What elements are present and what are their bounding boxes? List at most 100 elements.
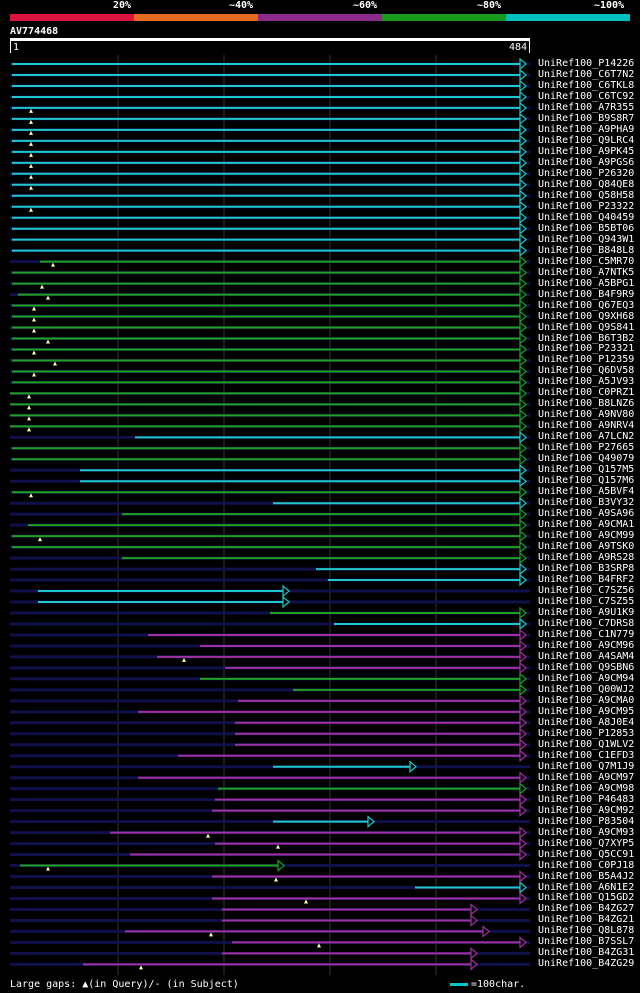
hit-label[interactable]: UniRef100_A5BVF4 xyxy=(538,486,635,498)
legend-label-20: 20% xyxy=(113,0,132,11)
hit-label[interactable]: UniRef100_A9CMA0 xyxy=(538,694,635,706)
hit-label[interactable]: UniRef100_C7SZ56 xyxy=(538,585,635,597)
hit-label[interactable]: UniRef100_A9CM99 xyxy=(538,530,635,542)
hit-label[interactable]: UniRef100_C1N779 xyxy=(538,628,635,640)
hit-label[interactable]: UniRef100_A9CM95 xyxy=(538,705,635,717)
hit-label[interactable]: UniRef100_A9CM93 xyxy=(538,826,635,838)
hit-label[interactable]: UniRef100_Q1WLV2 xyxy=(538,738,635,750)
hit-label[interactable]: UniRef100_P23322 xyxy=(538,200,635,212)
hit-label[interactable]: UniRef100_A8J0E4 xyxy=(538,716,635,728)
hit-label[interactable]: UniRef100_P27665 xyxy=(538,442,635,454)
hit-label[interactable]: UniRef100_C5MR70 xyxy=(538,255,635,267)
hit-arrow xyxy=(519,540,527,554)
hit-label[interactable]: UniRef100_A9SA96 xyxy=(538,508,635,520)
hit-label[interactable]: UniRef100_P83504 xyxy=(538,815,635,827)
hit-label[interactable]: UniRef100_Q5CC91 xyxy=(538,848,635,860)
hit-label[interactable]: UniRef100_Q7M1J9 xyxy=(538,760,635,772)
hit-label[interactable]: UniRef100_B848L8 xyxy=(538,244,635,256)
hit-arrow xyxy=(519,90,527,104)
hit-label[interactable]: UniRef100_P26320 xyxy=(538,167,635,179)
hit-label[interactable]: UniRef100_B3SRP8 xyxy=(538,563,635,575)
hit-label[interactable]: UniRef100_C1EFD3 xyxy=(538,749,635,761)
hit-label[interactable]: UniRef100_Q15GD2 xyxy=(538,892,635,904)
hit-label[interactable]: UniRef100_Q9XH68 xyxy=(538,310,635,322)
hit-label[interactable]: UniRef100_A9PHA9 xyxy=(538,123,635,135)
hit-label[interactable]: UniRef100_P12359 xyxy=(538,354,635,366)
hit-label[interactable]: UniRef100_C6TKL8 xyxy=(538,79,635,91)
hit-arrow xyxy=(519,167,527,181)
hit-label[interactable]: UniRef100_P46483 xyxy=(538,793,635,805)
hit-label[interactable]: UniRef100_C6T7N2 xyxy=(538,68,635,80)
hit-label[interactable]: UniRef100_A5JV93 xyxy=(538,376,635,388)
hit-label[interactable]: UniRef100_Q9S841 xyxy=(538,321,635,333)
query-gap-marker xyxy=(206,833,210,838)
hit-label[interactable]: UniRef100_A9PK45 xyxy=(538,145,635,157)
hit-label[interactable]: UniRef100_A9CM97 xyxy=(538,771,635,783)
hit-label[interactable]: UniRef100_B5BT06 xyxy=(538,222,635,234)
hit-label[interactable]: UniRef100_Q6DV58 xyxy=(538,365,635,377)
hit-label[interactable]: UniRef100_Q8L878 xyxy=(538,925,635,937)
hit-label[interactable]: UniRef100_A9CM98 xyxy=(538,782,635,794)
hit-label[interactable]: UniRef100_A9CMA1 xyxy=(538,519,635,531)
hit-label[interactable]: UniRef100_A5BPG1 xyxy=(538,277,635,289)
hit-arrow xyxy=(519,463,527,477)
query-gap-marker xyxy=(304,899,308,904)
hit-label[interactable]: UniRef100_B7SSL7 xyxy=(538,936,635,948)
hit-list: UniRef100_P14226 UniRef100_C6T7N2 UniRef10… xyxy=(0,55,640,975)
hit-label[interactable]: UniRef100_A6N1E2 xyxy=(538,881,635,893)
hit-label[interactable]: UniRef100_Q9SBN6 xyxy=(538,661,635,673)
hit-label[interactable]: UniRef100_Q157M6 xyxy=(538,475,635,487)
hit-arrow xyxy=(519,200,527,214)
hit-label[interactable]: UniRef100_Q84QE8 xyxy=(538,178,635,190)
hit-label[interactable]: UniRef100_B4ZG31 xyxy=(538,947,635,959)
hit-label[interactable]: UniRef100_A9CM96 xyxy=(538,639,635,651)
hit-label[interactable]: UniRef100_P14226 xyxy=(538,58,635,69)
hit-label[interactable]: UniRef100_A9CM94 xyxy=(538,672,635,684)
hit-label[interactable]: UniRef100_B5A4J2 xyxy=(538,870,635,882)
hit-label[interactable]: UniRef100_B4ZG27 xyxy=(538,903,635,915)
hit-arrow xyxy=(519,606,527,620)
hit-label[interactable]: UniRef100_A9NV80 xyxy=(538,409,635,421)
hit-label[interactable]: UniRef100_A4SAM4 xyxy=(538,650,635,662)
hit-label[interactable]: UniRef100_A9CM92 xyxy=(538,804,635,816)
hit-label[interactable]: UniRef100_B9S8R7 xyxy=(538,112,635,124)
hit-arrow xyxy=(519,244,527,257)
hit-label[interactable]: UniRef100_Q7XYP5 xyxy=(538,837,635,849)
hit-label[interactable]: UniRef100_B4F9R9 xyxy=(538,288,635,300)
hit-label[interactable]: UniRef100_B4FRF2 xyxy=(538,574,635,586)
legend-label-100: ~100% xyxy=(594,0,625,11)
hit-label[interactable]: UniRef100_A9TSK0 xyxy=(538,541,635,553)
hit-label[interactable]: UniRef100_C7DRS8 xyxy=(538,617,635,629)
hit-label[interactable]: UniRef100_B6T3B2 xyxy=(538,332,635,344)
hit-label[interactable]: UniRef100_C0PRZ1 xyxy=(538,387,635,399)
query-gap-marker xyxy=(29,163,33,168)
hit-label[interactable]: UniRef100_B4ZG21 xyxy=(538,914,635,926)
hit-label[interactable]: UniRef100_Q67EQ3 xyxy=(538,299,635,311)
hit-label[interactable]: UniRef100_A7NTK5 xyxy=(538,266,635,278)
hit-label[interactable]: UniRef100_C0PJ18 xyxy=(538,859,635,871)
hit-label[interactable]: UniRef100_Q157M5 xyxy=(538,464,635,476)
hit-label[interactable]: UniRef100_C7SZ55 xyxy=(538,596,635,608)
hit-label[interactable]: UniRef100_Q9LRC4 xyxy=(538,134,635,146)
hit-label[interactable]: UniRef100_P12853 xyxy=(538,727,635,739)
hit-label[interactable]: UniRef100_A9PGS6 xyxy=(538,156,635,168)
hit-label[interactable]: UniRef100_Q58H58 xyxy=(538,189,635,201)
hit-label[interactable]: UniRef100_C6TC92 xyxy=(538,90,635,102)
hit-label[interactable]: UniRef100_Q40459 xyxy=(538,211,635,223)
hit-label[interactable]: UniRef100_Q49079 xyxy=(538,453,635,465)
hit-label[interactable]: UniRef100_A9U1K9 xyxy=(538,607,635,618)
ruler-tick-end xyxy=(529,41,530,53)
hit-label[interactable]: UniRef100_Q943W1 xyxy=(538,233,635,245)
hit-label[interactable]: UniRef100_B8LNZ6 xyxy=(538,398,635,410)
scale-legend: =100char. xyxy=(450,979,525,990)
query-gap-marker xyxy=(29,174,33,179)
query-gap-marker xyxy=(51,262,55,267)
hit-label[interactable]: UniRef100_P23321 xyxy=(538,343,635,355)
hit-label[interactable]: UniRef100_B4ZG29 xyxy=(538,958,635,970)
hit-label[interactable]: UniRef100_Q00WJ2 xyxy=(538,683,635,695)
hit-label[interactable]: UniRef100_A7LCN2 xyxy=(538,431,635,443)
hit-label[interactable]: UniRef100_A9RS28 xyxy=(538,552,635,564)
hit-label[interactable]: UniRef100_B3VY32 xyxy=(538,497,635,509)
hit-label[interactable]: UniRef100_A7R355 xyxy=(538,101,635,113)
hit-label[interactable]: UniRef100_A9NRV4 xyxy=(538,420,635,432)
